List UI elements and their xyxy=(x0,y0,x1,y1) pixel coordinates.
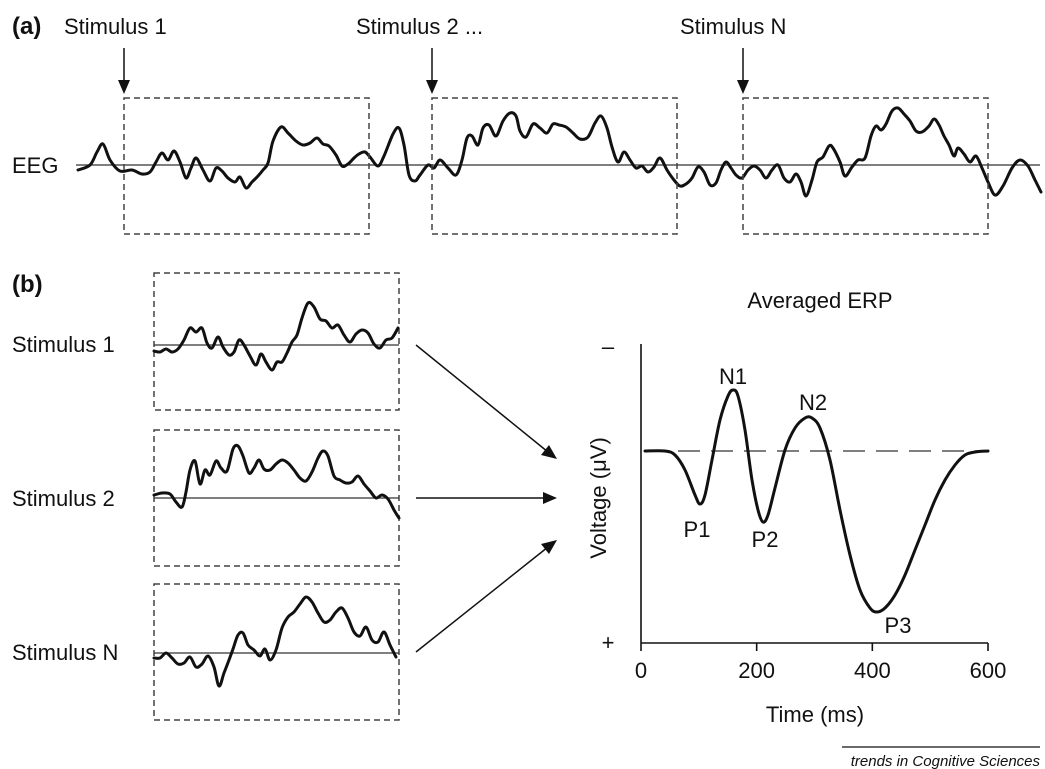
average-arrow-1 xyxy=(415,344,557,459)
stimulus-2-arrow xyxy=(426,48,438,94)
epoch-window-2 xyxy=(431,97,678,235)
eeg-trace xyxy=(76,106,1043,198)
epoch-label-1: Stimulus 1 xyxy=(12,332,115,357)
erp-negative-sign: – xyxy=(602,334,615,359)
stimulus-n-label: Stimulus N xyxy=(680,14,786,39)
eeg-label: EEG xyxy=(12,153,58,178)
erp-x-tick-label: 200 xyxy=(738,658,775,683)
erp-y-axis-label: Voltage (μV) xyxy=(586,437,611,559)
peak-label-n1: N1 xyxy=(719,364,747,389)
epoch-label-n: Stimulus N xyxy=(12,640,118,665)
panel-b-label: (b) xyxy=(12,271,43,298)
epoch-trace-n xyxy=(152,595,398,688)
average-arrow-2 xyxy=(416,492,557,504)
epoch-box-1 xyxy=(153,272,400,411)
stimulus-1-arrow xyxy=(118,48,130,94)
epoch-box-n xyxy=(153,583,400,721)
erp-x-tick-label: 400 xyxy=(854,658,891,683)
erp-x-tick-label: 600 xyxy=(970,658,1007,683)
peak-label-p3: P3 xyxy=(885,613,912,638)
peak-label-p1: P1 xyxy=(684,517,711,542)
erp-x-tick-label: 0 xyxy=(635,658,647,683)
erp-x-axis-label: Time (ms) xyxy=(766,702,864,727)
erp-positive-sign: + xyxy=(602,630,615,655)
stimulus-2-label: Stimulus 2 ... xyxy=(356,14,483,39)
average-arrow-n xyxy=(415,540,557,653)
epoch-label-2: Stimulus 2 xyxy=(12,486,115,511)
epoch-trace-1 xyxy=(152,300,400,372)
stimulus-1-label: Stimulus 1 xyxy=(64,14,167,39)
epoch-window-n xyxy=(742,97,989,235)
journal-credit: trends in Cognitive Sciences xyxy=(851,753,1041,769)
panel-a-label: (a) xyxy=(12,13,41,40)
erp-waveform xyxy=(643,388,990,614)
peak-label-n2: N2 xyxy=(799,390,827,415)
peak-label-p2: P2 xyxy=(752,527,779,552)
erp-title: Averaged ERP xyxy=(747,288,892,313)
epoch-trace-2 xyxy=(152,443,401,520)
stimulus-n-arrow xyxy=(737,48,749,94)
epoch-window-1 xyxy=(123,97,370,235)
